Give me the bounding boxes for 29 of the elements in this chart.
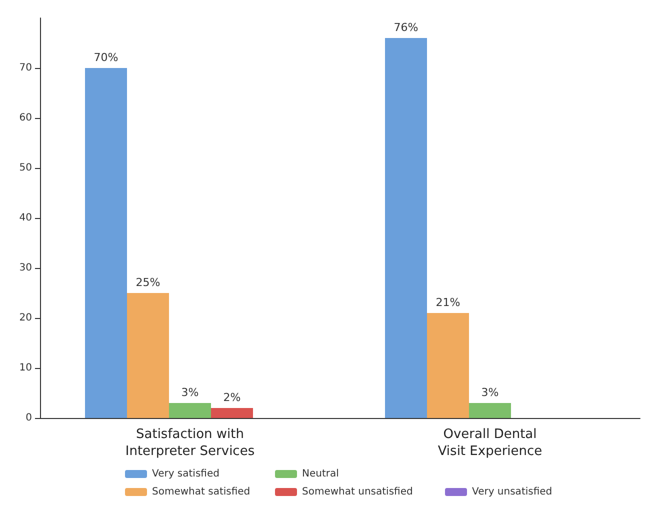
y-tick-label: 50 — [19, 162, 32, 174]
y-tick-label: 40 — [19, 212, 32, 224]
data-label: 76% — [394, 21, 418, 34]
data-label: 25% — [136, 276, 160, 289]
legend-label: Somewhat satisfied — [152, 486, 250, 498]
y-tick-label: 10 — [19, 362, 32, 374]
legend-label: Somewhat unsatisfied — [302, 486, 413, 498]
bar — [469, 403, 511, 418]
x-tick-label: Satisfaction with Interpreter Services — [125, 427, 255, 459]
y-tick-label: 30 — [19, 262, 32, 274]
legend-label: Neutral — [302, 468, 339, 480]
x-tick-label: Overall Dental Visit Experience — [438, 427, 542, 459]
bar — [211, 408, 253, 418]
bar — [85, 68, 127, 418]
y-tick-label: 60 — [19, 112, 32, 124]
data-label: 3% — [181, 386, 199, 399]
data-label: 2% — [223, 391, 241, 404]
y-tick-label: 70 — [19, 62, 32, 74]
y-tick-label: 0 — [26, 412, 32, 424]
y-tick-label: 20 — [19, 312, 32, 324]
bar — [169, 403, 211, 418]
data-label: 70% — [94, 51, 118, 64]
data-label: 21% — [436, 296, 460, 309]
bar — [427, 313, 469, 418]
legend-label: Very unsatisfied — [472, 486, 552, 498]
legend-label: Very satisfied — [152, 468, 220, 480]
data-label: 3% — [481, 386, 499, 399]
bar — [127, 293, 169, 418]
bar — [385, 38, 427, 418]
